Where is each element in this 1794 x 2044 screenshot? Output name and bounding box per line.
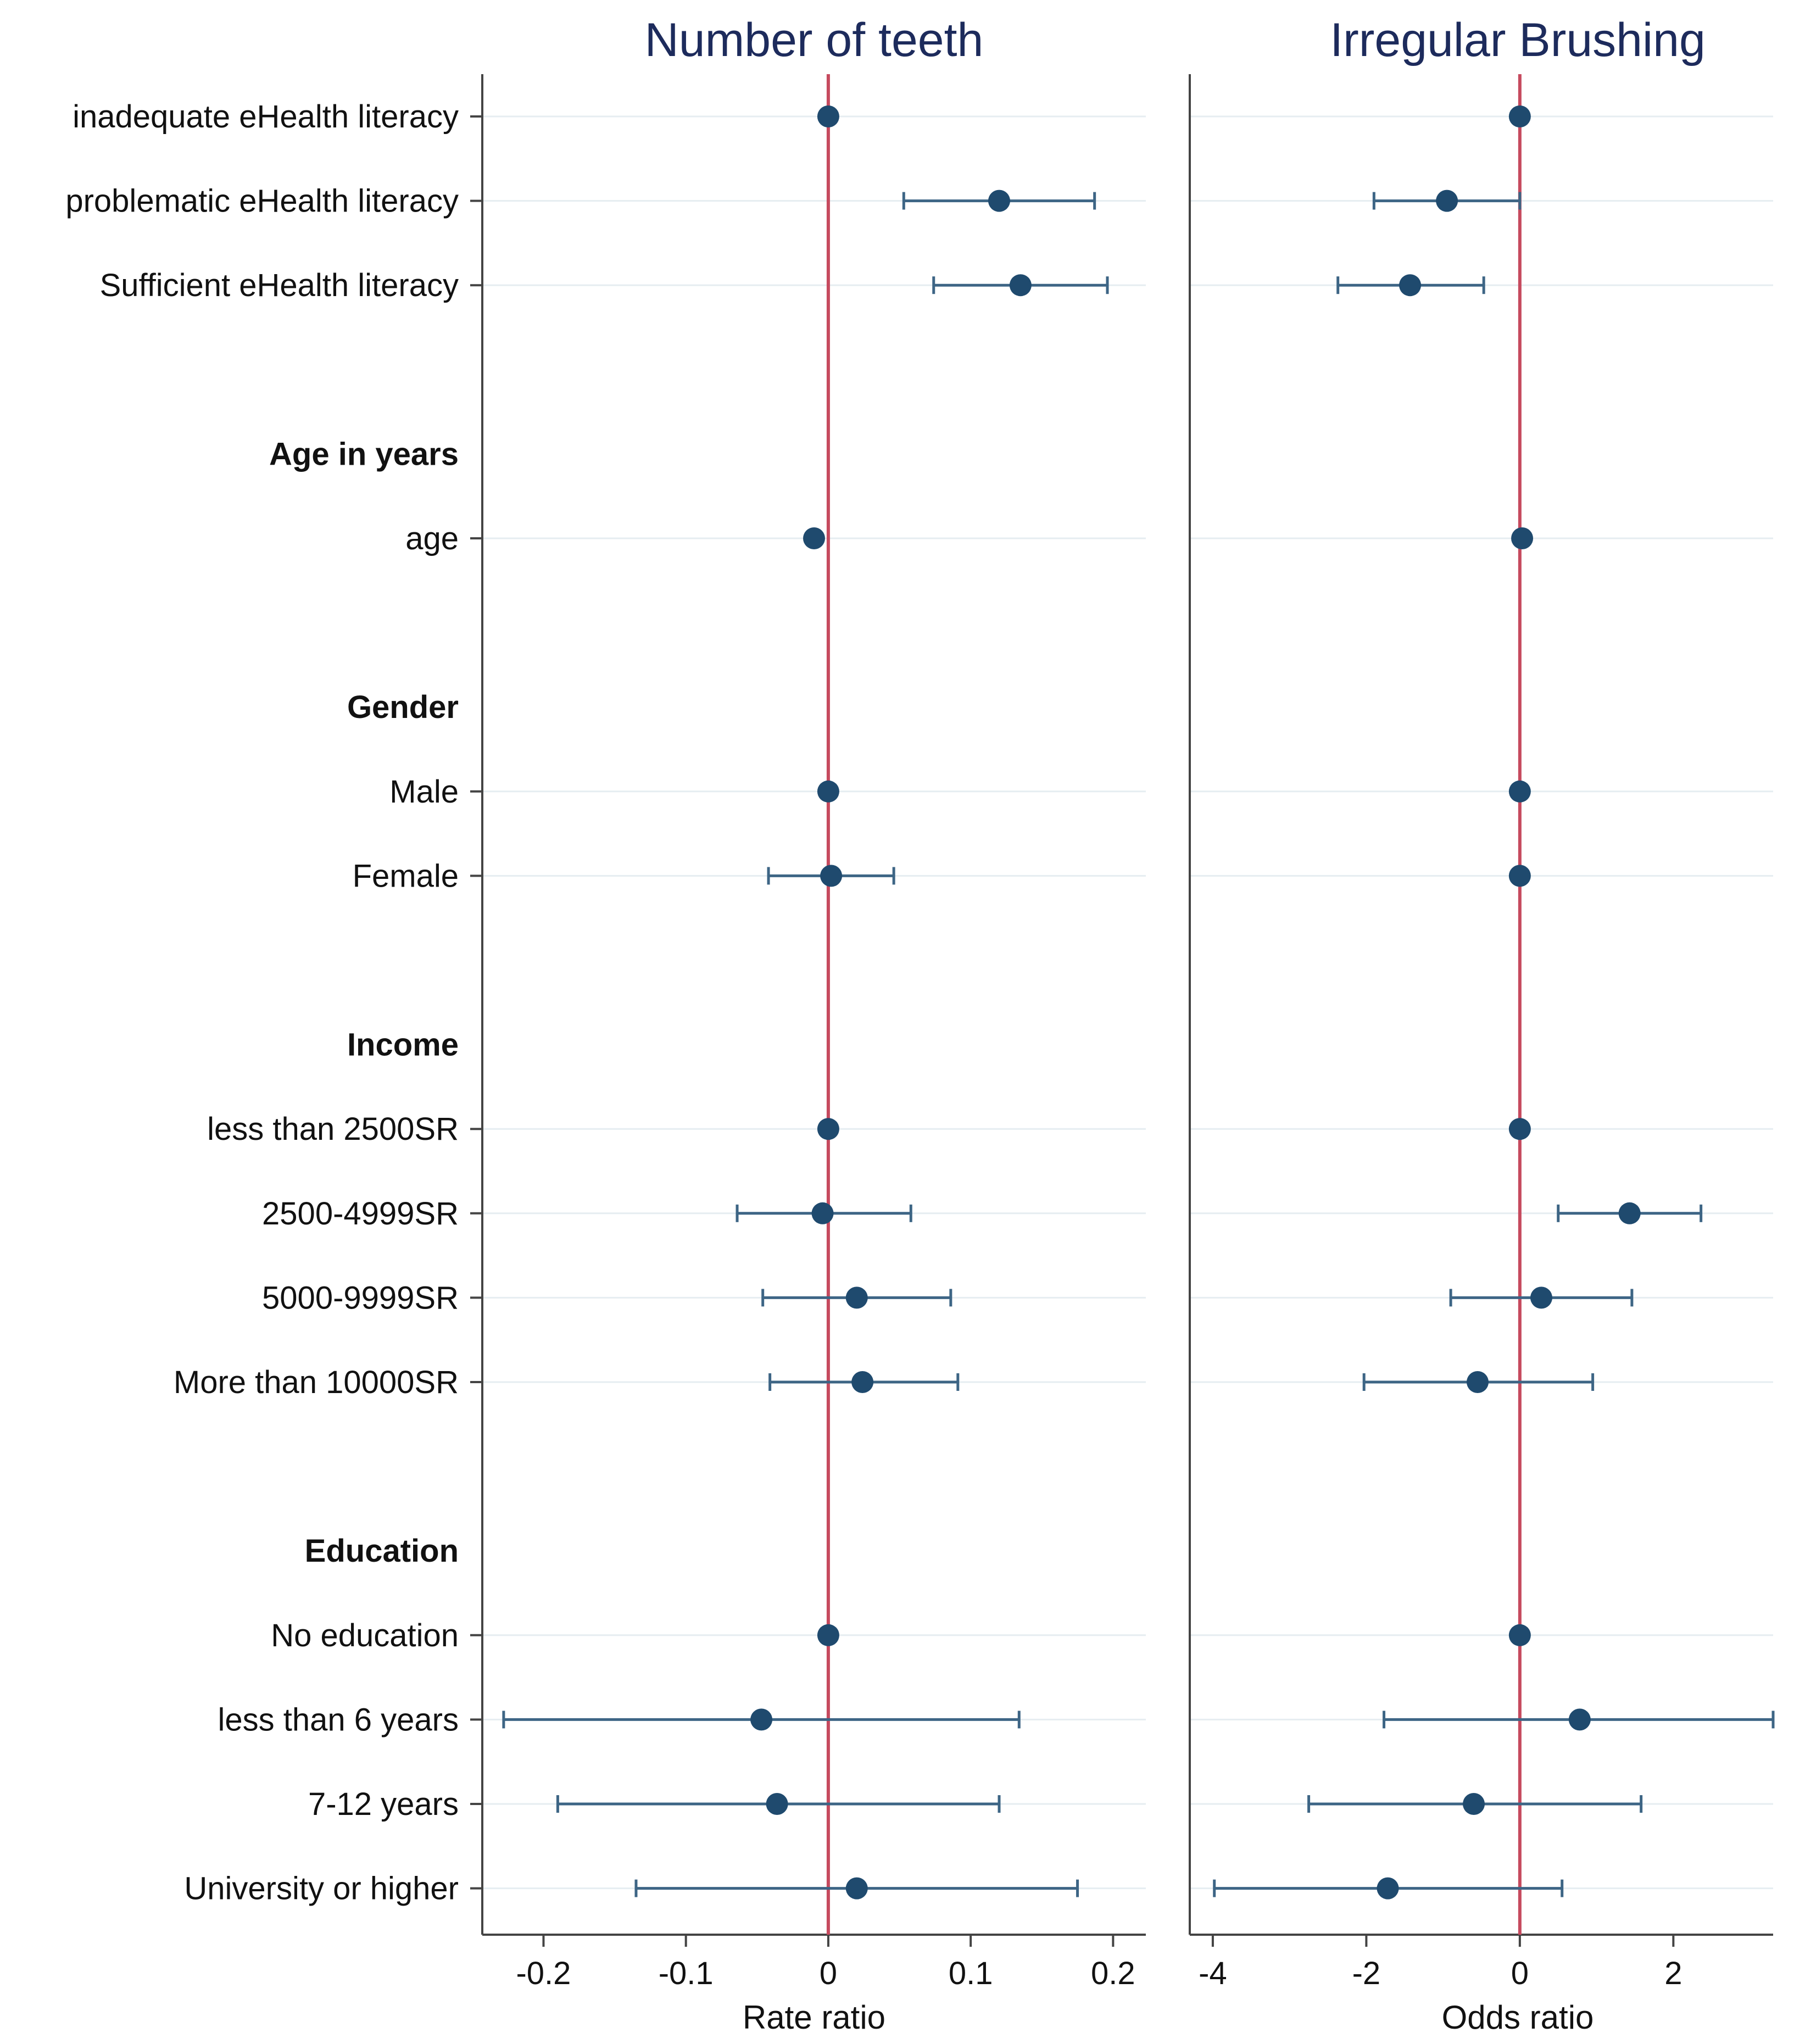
point-estimate [1508,1624,1531,1646]
x-tick-label: -2 [1352,1956,1381,1991]
row-label: age [405,521,459,556]
row-label: Sufficient eHealth literacy [100,268,459,303]
row-labels: inadequate eHealth literacy problematic e… [65,99,459,1907]
point-estimate [1399,274,1422,297]
point-estimate [817,105,839,127]
x-axis-title: Rate ratio [743,1999,885,2036]
row-label: Male [389,774,459,810]
point-estimate [1508,865,1531,887]
point-estimate [988,190,1010,212]
row-header-label: Gender [347,689,459,725]
point-estimate [1436,190,1458,212]
point-estimate [811,1202,834,1224]
point-estimate [1568,1708,1591,1731]
x-tick-label: 0 [1511,1956,1529,1991]
row-label: Female [353,858,459,894]
point-estimate [1530,1286,1552,1309]
point-estimate [1508,780,1531,803]
panel-0: Number of teeth -0.2 -0.1 0 0.1 0.2 Rate ratio [470,14,1146,2036]
point-estimate [1009,274,1032,297]
row-label: 7-12 years [308,1786,459,1822]
panel-title: Number of teeth [645,14,984,66]
row-label: inadequate eHealth literacy [73,99,459,135]
x-tick-label: -4 [1199,1956,1227,1991]
row-header-label: Education [305,1533,459,1569]
point-estimate [1463,1793,1485,1815]
x-tick-label: 0.1 [949,1956,993,1991]
point-estimate [766,1793,788,1815]
x-tick-label: 0 [820,1956,837,1991]
row-label: No education [271,1618,459,1653]
x-tick-label: -0.1 [659,1956,714,1991]
point-estimate [1508,105,1531,127]
point-estimate [845,1286,868,1309]
point-estimate [817,1624,839,1646]
row-header-label: Income [347,1027,459,1063]
point-estimate [845,1877,868,1900]
row-label: less than 6 years [218,1702,459,1737]
point-estimate [817,1118,839,1140]
point-estimate [1377,1877,1399,1900]
point-estimate [1508,1118,1531,1140]
panel-1: Irregular Brushing -4 -2 0 2 Odds ratio [1189,14,1775,2036]
row-header-label: Age in years [269,436,459,472]
row-label: 5000-9999SR [262,1280,459,1316]
row-label: 2500-4999SR [262,1196,459,1232]
point-estimate [1511,527,1534,549]
point-estimate [1467,1371,1489,1393]
point-estimate [1618,1202,1641,1224]
row-label: problematic eHealth literacy [65,183,459,219]
row-label: less than 2500SR [207,1111,459,1147]
x-tick-label: 2 [1664,1956,1682,1991]
point-estimate [817,780,839,803]
point-estimate [820,865,843,887]
point-estimate [750,1708,773,1731]
row-label: More than 10000SR [174,1364,459,1400]
x-tick-label: 0.2 [1091,1956,1135,1991]
x-axis-title: Odds ratio [1442,1999,1594,2036]
point-estimate [803,527,825,549]
x-tick-label: -0.2 [516,1956,571,1991]
point-estimate [851,1371,874,1393]
panel-title: Irregular Brushing [1330,14,1706,66]
row-label: University or higher [184,1871,459,1907]
